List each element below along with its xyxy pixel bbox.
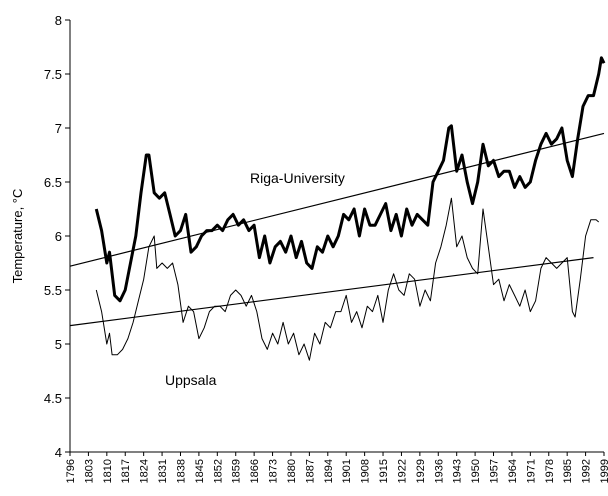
x-tick-label: 1922 (396, 459, 408, 483)
x-tick-label: 1908 (360, 459, 372, 483)
y-axis-label: Temperature, °C (10, 189, 25, 284)
x-tick-label: 1964 (507, 459, 519, 483)
series-line (95, 197, 600, 361)
x-tick-label: 1880 (286, 459, 298, 483)
x-tick-label: 1894 (323, 459, 335, 483)
x-tick-label: 1915 (378, 459, 390, 483)
x-tick-label: 1950 (470, 459, 482, 483)
trend-line (69, 257, 594, 327)
x-tick-label: 1936 (433, 459, 445, 483)
x-tick-label: 1866 (249, 459, 261, 483)
x-tick-label: 1831 (157, 459, 169, 483)
series-line (94, 56, 606, 303)
x-tick-label: 1957 (489, 459, 501, 483)
x-tick-label: 1999 (599, 459, 608, 483)
x-tick-label: 1901 (341, 459, 353, 483)
x-tick-label: 1824 (139, 459, 151, 483)
y-tick-label: 6 (55, 229, 62, 244)
x-tick-label: 1992 (581, 459, 593, 483)
x-tick-label: 1845 (194, 459, 206, 483)
x-tick-label: 1873 (268, 459, 280, 483)
x-tick-label: 1817 (120, 459, 132, 483)
x-tick-label: 1978 (544, 459, 556, 483)
y-tick-label: 5.5 (44, 283, 62, 298)
y-tick-label: 5 (55, 337, 62, 352)
trend-line (69, 132, 605, 267)
x-tick-label: 1929 (415, 459, 427, 483)
x-tick-label: 1859 (231, 459, 243, 483)
y-tick-label: 7.5 (44, 67, 62, 82)
y-tick-label: 8 (55, 13, 62, 28)
y-tick-label: 7 (55, 121, 62, 136)
series-label: Riga-University (250, 170, 345, 186)
x-tick-label: 1796 (65, 459, 77, 483)
y-tick-label: 4.5 (44, 391, 62, 406)
x-tick-label: 1810 (102, 459, 114, 483)
y-tick-label: 4 (55, 445, 62, 460)
x-tick-label: 1838 (175, 459, 187, 483)
x-tick-label: 1943 (452, 459, 464, 483)
y-tick-label: 6.5 (44, 175, 62, 190)
x-tick-label: 1985 (562, 459, 574, 483)
x-tick-label: 1887 (304, 459, 316, 483)
series-label: Uppsala (165, 372, 217, 388)
x-tick-label: 1971 (525, 459, 537, 483)
x-tick-label: 1852 (212, 459, 224, 483)
x-tick-label: 1803 (83, 459, 95, 483)
